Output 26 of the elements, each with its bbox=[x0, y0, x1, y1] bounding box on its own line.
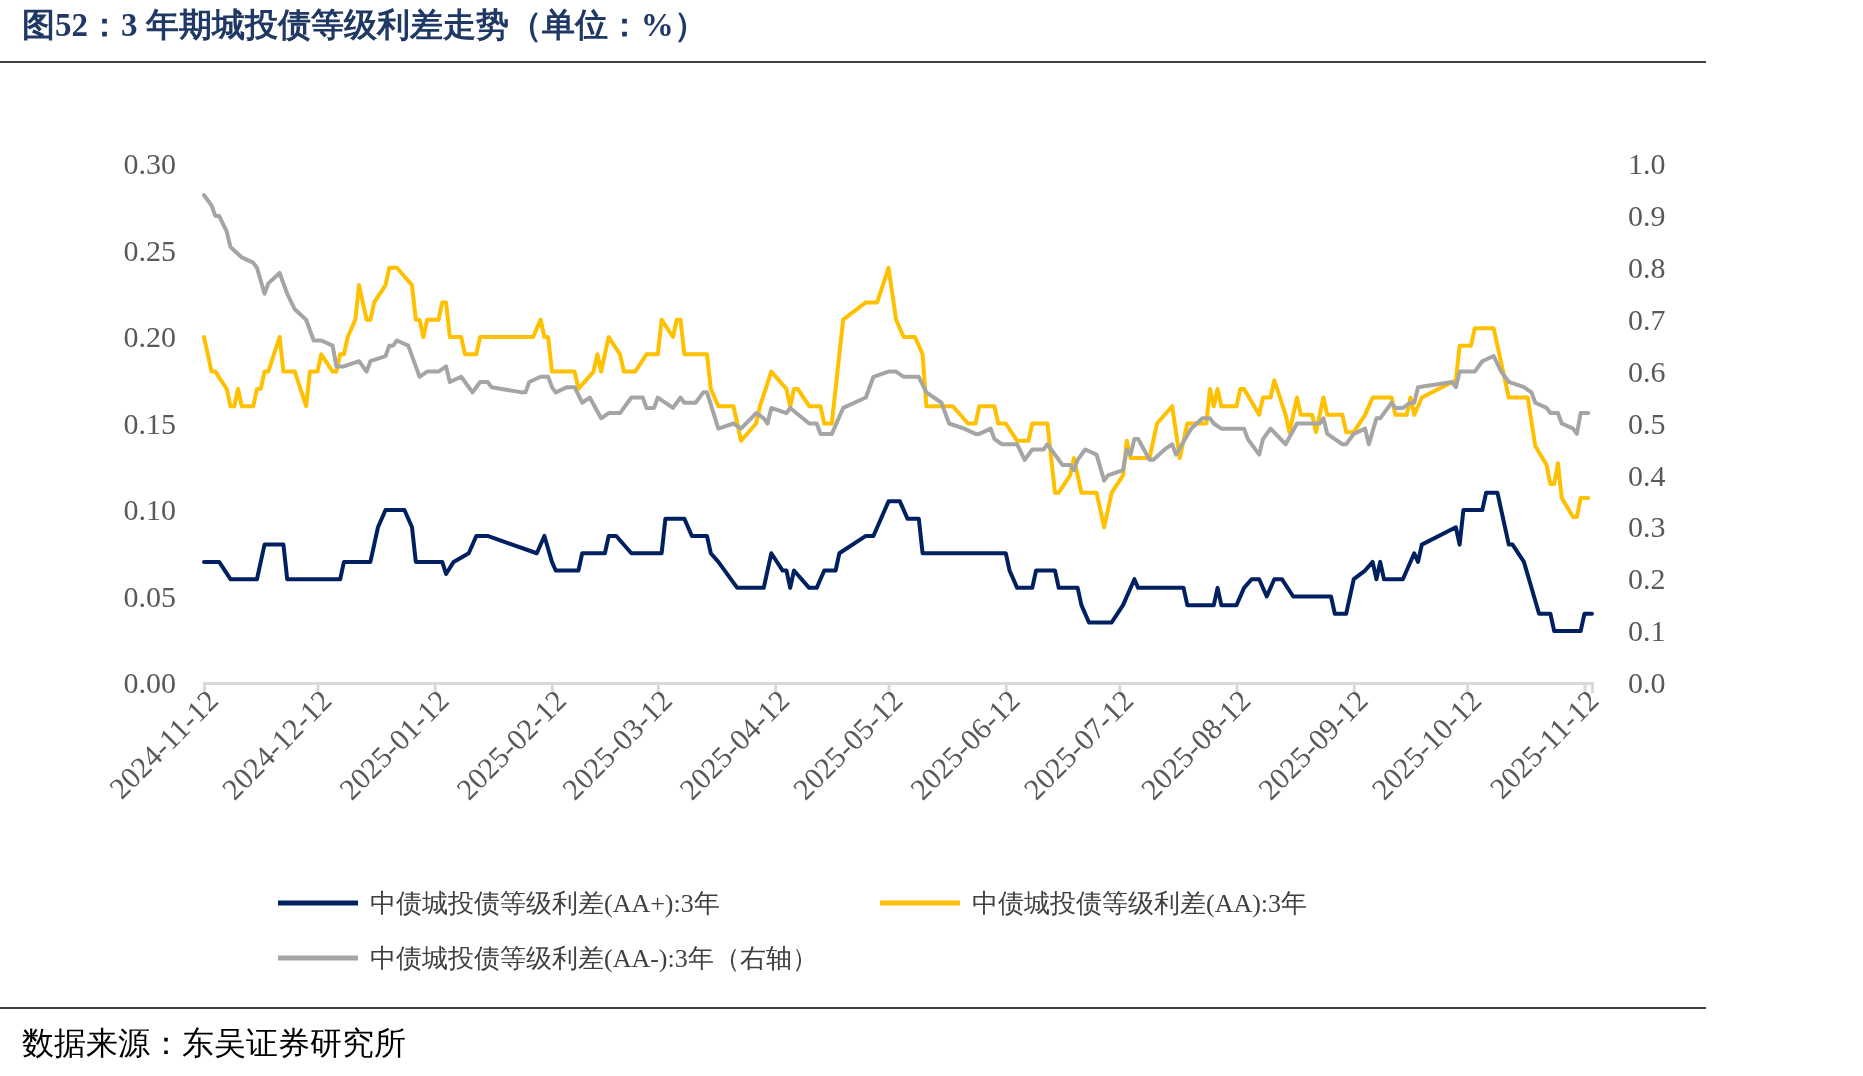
y2-tick-label: 0.4 bbox=[1628, 458, 1666, 492]
legend-label: 中债城投债等级利差(AA):3年 bbox=[972, 889, 1308, 919]
source-note: 数据来源：东吴证券研究所 bbox=[22, 1025, 406, 1061]
y-tick-label: 0.20 bbox=[123, 320, 176, 354]
y-tick-label: 0.10 bbox=[123, 493, 176, 527]
y2-tick-label: 0.1 bbox=[1628, 614, 1666, 648]
legend-label: 中债城投债等级利差(AA+):3年 bbox=[370, 889, 720, 919]
y2-tick-label: 0.2 bbox=[1628, 562, 1666, 596]
y-tick-label: 0.00 bbox=[123, 666, 176, 700]
y2-tick-label: 0.7 bbox=[1628, 302, 1666, 336]
y-tick-label: 0.05 bbox=[123, 579, 176, 613]
y2-tick-label: 0.5 bbox=[1628, 406, 1666, 440]
y2-tick-label: 0.0 bbox=[1628, 666, 1666, 700]
chart-title: 图52：3 年期城投债等级利差走势（单位：%） bbox=[22, 7, 707, 43]
y-tick-label: 0.25 bbox=[123, 233, 176, 267]
y2-tick-label: 1.0 bbox=[1628, 147, 1666, 181]
y2-tick-label: 0.9 bbox=[1628, 199, 1666, 232]
y-tick-label: 0.15 bbox=[123, 406, 176, 440]
legend-label: 中债城投债等级利差(AA-):3年（右轴） bbox=[370, 944, 818, 974]
y2-tick-label: 0.6 bbox=[1628, 354, 1666, 388]
y2-tick-label: 0.3 bbox=[1628, 510, 1666, 544]
line-series bbox=[202, 193, 1591, 483]
line-series bbox=[202, 490, 1594, 634]
y2-tick-label: 0.8 bbox=[1628, 250, 1666, 284]
line-series bbox=[202, 265, 1591, 530]
y-tick-label: 0.30 bbox=[123, 147, 176, 181]
